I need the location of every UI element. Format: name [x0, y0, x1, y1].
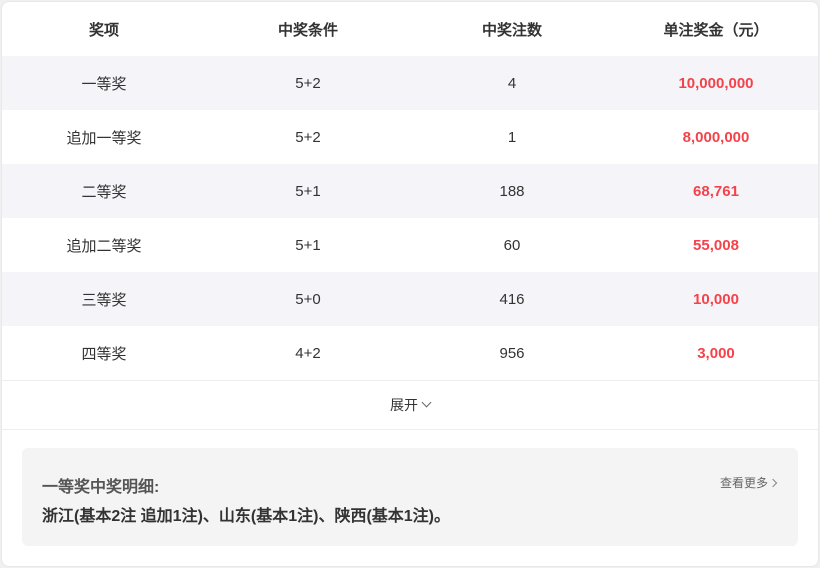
cell-amount: 8,000,000	[682, 128, 750, 146]
cell-amount: 55,008	[693, 236, 739, 254]
cell-condition: 5+0	[295, 290, 321, 308]
cell-amount: 10,000	[693, 290, 739, 308]
cell-prize: 四等奖	[81, 345, 127, 363]
first-prize-detail-panel: 一等奖中奖明细: 查看更多 浙江(基本2注 追加1注)、山东(基本1注)、陕西(…	[22, 448, 798, 546]
table-header: 奖项 中奖条件 中奖注数 单注奖金（元）	[2, 2, 818, 56]
header-count: 中奖注数	[481, 21, 542, 39]
expand-label: 展开	[390, 397, 418, 413]
cell-condition: 4+2	[295, 344, 321, 362]
cell-prize: 追加二等奖	[66, 237, 142, 255]
cell-count: 60	[503, 236, 521, 254]
cell-condition: 5+1	[295, 182, 321, 200]
cell-condition: 5+2	[295, 128, 321, 146]
cell-prize: 三等奖	[81, 291, 127, 309]
cell-prize: 追加一等奖	[66, 129, 142, 147]
header-amount: 单注奖金（元）	[663, 21, 769, 39]
expand-button[interactable]: 展开	[2, 380, 818, 430]
table-row: 一等奖 5+2 4 10,000,000	[2, 56, 818, 110]
cell-count: 956	[499, 344, 525, 362]
cell-condition: 5+2	[295, 74, 321, 92]
cell-amount: 3,000	[697, 344, 735, 362]
chevron-down-icon	[421, 397, 432, 408]
detail-title: 一等奖中奖明细:	[42, 479, 160, 496]
cell-prize: 二等奖	[81, 183, 127, 201]
table-row: 四等奖 4+2 956 3,000	[2, 326, 818, 380]
cell-count: 188	[499, 182, 525, 200]
cell-amount: 10,000,000	[678, 74, 754, 92]
header-prize: 奖项	[88, 21, 119, 39]
cell-amount: 68,761	[693, 182, 739, 200]
cell-prize: 一等奖	[81, 75, 127, 93]
view-more-link[interactable]: 查看更多	[719, 474, 778, 491]
cell-count: 1	[507, 128, 517, 146]
cell-count: 4	[507, 74, 517, 92]
header-condition: 中奖条件	[277, 21, 338, 39]
table-row: 三等奖 5+0 416 10,000	[2, 272, 818, 326]
table-row: 二等奖 5+1 188 68,761	[2, 164, 818, 218]
cell-condition: 5+1	[295, 236, 321, 254]
table-row: 追加二等奖 5+1 60 55,008	[2, 218, 818, 272]
table-row: 追加一等奖 5+2 1 8,000,000	[2, 110, 818, 164]
chevron-right-icon	[768, 478, 778, 488]
detail-text: 浙江(基本2注 追加1注)、山东(基本1注)、陕西(基本1注)。	[42, 508, 451, 525]
cell-count: 416	[499, 290, 525, 308]
view-more-label: 查看更多	[719, 476, 768, 490]
